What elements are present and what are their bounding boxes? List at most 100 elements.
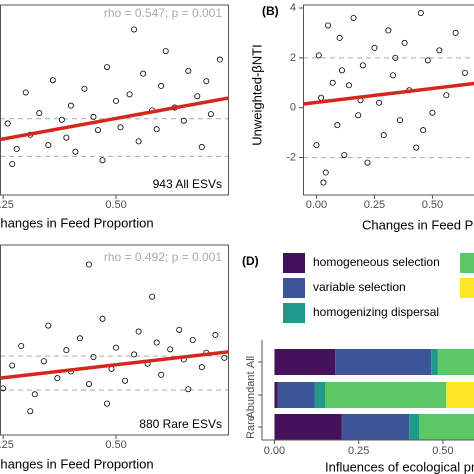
point — [126, 91, 133, 98]
x-tick-label: 0.25 — [0, 439, 14, 451]
point — [4, 120, 11, 127]
x-tick-label: 0.00 — [264, 445, 285, 457]
point — [325, 22, 332, 29]
point — [85, 261, 92, 268]
point — [90, 113, 97, 120]
point — [420, 127, 427, 134]
point — [31, 391, 38, 398]
panel-border — [0, 4, 229, 196]
point — [417, 9, 424, 16]
bar-segment — [419, 414, 474, 440]
point — [81, 85, 88, 92]
bar-segment — [446, 382, 474, 408]
point — [376, 99, 383, 106]
bar-segment — [274, 382, 278, 408]
bar-segment — [409, 414, 420, 440]
point — [135, 138, 142, 145]
legend-label: homogenizing dispersal — [313, 305, 439, 319]
y-tick-label: Rare — [245, 415, 257, 439]
y-tick-label: 4 — [290, 2, 296, 14]
point — [203, 78, 210, 85]
point — [158, 82, 165, 89]
bar-segment — [341, 414, 410, 440]
point — [336, 34, 343, 41]
point — [322, 169, 329, 176]
point — [185, 67, 192, 74]
point — [135, 328, 142, 335]
legend-swatch — [283, 278, 305, 298]
y-tick-label: -2 — [286, 152, 296, 164]
bar-segment — [335, 349, 432, 375]
note: 880 Rare ESVs — [139, 417, 222, 431]
point — [54, 375, 61, 382]
bar-segment — [274, 414, 342, 440]
point — [13, 145, 20, 152]
bar-segment — [314, 382, 326, 408]
point — [117, 124, 124, 131]
y-tick-label: 2 — [290, 52, 296, 64]
legend-swatch — [283, 303, 305, 323]
point — [40, 358, 47, 365]
point — [355, 112, 362, 119]
panel-label: (B) — [262, 4, 279, 18]
x-axis-label: Changes in Feed Proportion — [0, 456, 154, 471]
point — [94, 127, 101, 134]
y-tick-label: Abundant — [245, 371, 257, 418]
trend-line — [0, 96, 228, 142]
point — [194, 93, 201, 100]
point — [122, 377, 129, 384]
x-axis-label: Changes in Feed Proportion — [0, 215, 154, 230]
x-tick-label: 0.50 — [105, 439, 126, 451]
point — [429, 109, 436, 116]
point — [158, 371, 165, 378]
point — [72, 148, 79, 155]
point — [341, 152, 348, 159]
annotation: rho = 0.492; p = 0.001 — [104, 250, 222, 264]
bar-segment — [325, 382, 447, 408]
panel-label: (D) — [242, 254, 259, 268]
point — [329, 79, 336, 86]
point — [364, 159, 371, 166]
trend-line — [0, 350, 228, 380]
panel-border — [303, 4, 474, 196]
point — [22, 89, 29, 96]
point — [140, 70, 147, 77]
legend-swatch — [460, 278, 474, 298]
point — [396, 117, 403, 124]
note-box — [149, 176, 225, 193]
point — [452, 29, 459, 36]
point — [424, 57, 431, 64]
point — [350, 14, 357, 21]
point — [149, 293, 156, 300]
point — [320, 179, 327, 186]
point — [392, 54, 399, 61]
plot-area — [0, 261, 228, 415]
trend-line — [303, 81, 474, 106]
point — [385, 27, 392, 34]
y-tick-label: 0 — [290, 102, 296, 114]
x-tick-label: 0.25 — [364, 199, 385, 211]
x-axis-label: Changes in Feed Proportion — [362, 217, 474, 232]
point — [212, 331, 219, 338]
point — [49, 77, 56, 84]
point — [90, 353, 97, 360]
point — [27, 408, 34, 415]
point — [85, 381, 92, 388]
point — [113, 97, 120, 104]
point — [9, 362, 16, 369]
point — [131, 351, 138, 358]
point — [63, 347, 70, 354]
plot-area — [0, 26, 228, 167]
bar-segment — [277, 382, 315, 408]
x-tick-label: 0.50 — [432, 445, 453, 457]
point — [176, 326, 183, 333]
point — [131, 26, 138, 33]
point — [334, 122, 341, 129]
legend-label: variable selection — [313, 280, 406, 294]
point — [63, 134, 70, 141]
x-tick-label: 0.25 — [0, 199, 14, 211]
point — [315, 52, 322, 59]
x-tick-label: 0.50 — [422, 199, 443, 211]
point — [167, 346, 174, 353]
